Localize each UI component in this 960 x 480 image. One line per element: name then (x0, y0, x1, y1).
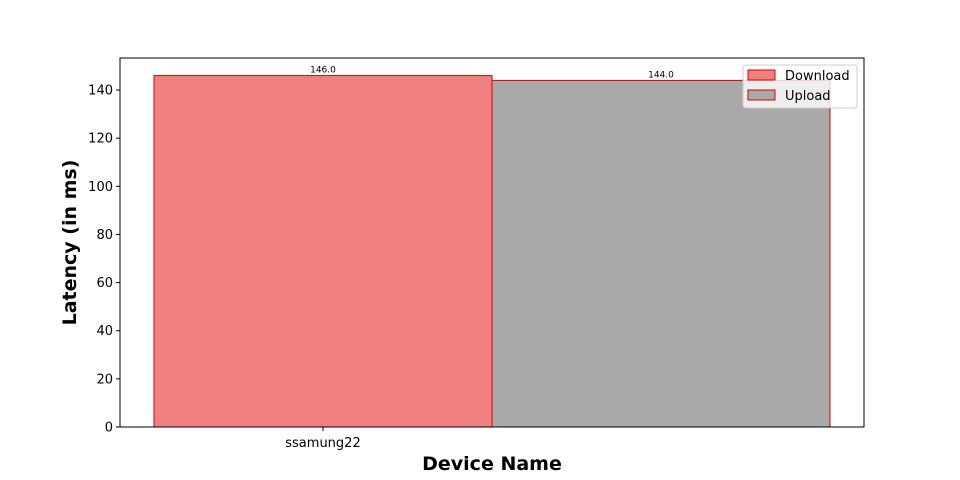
data-label-download: 146.0 (310, 66, 336, 76)
legend-swatch-download (747, 69, 776, 81)
bars-layer (153, 75, 831, 428)
data-label-upload: 144.0 (648, 70, 674, 80)
y-tick-label: 120 (88, 132, 113, 147)
x-axis-title: Device Name (422, 453, 562, 475)
bar-upload (491, 79, 831, 428)
y-tick-label: 100 (88, 180, 113, 195)
y-tick-label: 140 (88, 84, 113, 99)
data-labels: 146.0 144.0 (310, 66, 674, 81)
y-axis-title: Latency (in ms) (59, 160, 81, 326)
y-tick-label: 80 (96, 228, 113, 243)
y-tick-label: 60 (96, 276, 113, 291)
y-tick-label: 0 (105, 421, 113, 436)
bar-download (153, 75, 493, 428)
x-axis: ssamung22 (285, 427, 361, 451)
x-tick-label: ssamung22 (285, 436, 360, 451)
y-tick-label: 20 (96, 372, 113, 387)
y-axis: 0 20 40 60 80 100 120 140 (88, 84, 120, 436)
plot-frame (119, 57, 865, 428)
y-tick-label: 40 (96, 324, 113, 339)
legend-label-upload: Upload (785, 89, 831, 104)
legend-label-download: Download (785, 69, 850, 84)
legend: Download Upload (742, 64, 858, 109)
legend-swatch-upload (747, 89, 776, 101)
